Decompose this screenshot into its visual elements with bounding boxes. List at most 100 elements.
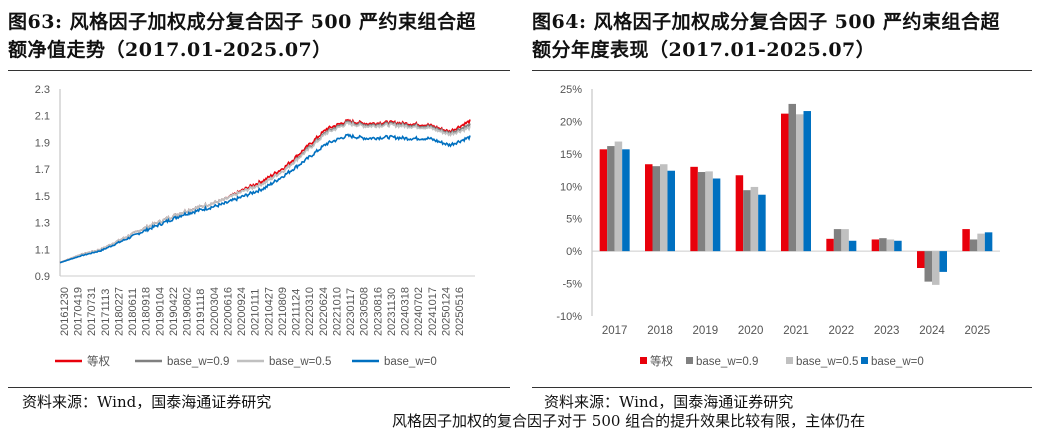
left-x-tick: 20250516: [454, 287, 466, 336]
bar-2021-2: [796, 114, 804, 252]
left-x-tick: 20171113: [100, 289, 112, 336]
bar-2023-1: [879, 238, 887, 252]
right-x-tick: 2024: [919, 325, 945, 337]
right-y-tick: 25%: [560, 84, 582, 96]
bar-2017-1: [607, 146, 615, 252]
bar-2020-3: [758, 194, 766, 252]
right-x-tick: 2025: [965, 325, 991, 337]
bar-2021-3: [803, 111, 811, 252]
left-x-tick: 20230816: [372, 287, 384, 336]
right-legend-swatch: [640, 357, 647, 364]
bar-2022-3: [848, 240, 857, 252]
bar-2019-1: [697, 172, 706, 252]
right-x-tick: 2020: [738, 325, 764, 337]
left-x-tick: 20180918: [141, 287, 153, 336]
right-x-tick: 2023: [874, 325, 900, 337]
bar-2020-1: [743, 190, 751, 252]
bar-2024-0: [917, 251, 925, 269]
left-y-tick: 1.5: [35, 191, 50, 203]
left-x-tick: 20240702: [413, 287, 425, 336]
left-x-tick: 20180611: [127, 288, 139, 336]
left-y-tick: 2.1: [35, 111, 50, 123]
left-x-tick: 20241017: [427, 287, 439, 336]
left-x-tick: 20200924: [236, 287, 248, 336]
right-bottom-rule: [532, 387, 1032, 388]
left-x-tick: 20231130: [386, 288, 398, 336]
right-title-line1: 图64: 风格因子加权成分复合因子 500 严约束组合超: [532, 11, 1000, 33]
right-legend-swatch: [786, 357, 793, 364]
left-x-tick: 20230508: [359, 287, 371, 336]
left-x-tick: 20210809: [277, 287, 289, 336]
left-y-tick: 1.9: [35, 137, 50, 149]
left-x-tick: 20230117: [345, 288, 357, 336]
right-legend-label: 等权: [650, 354, 673, 368]
left-series-line-3: [59, 133, 471, 264]
right-x-tick: 2021: [783, 325, 809, 337]
bar-2019-3: [712, 178, 721, 252]
right-x-tick: 2019: [693, 325, 719, 337]
right-y-tick: -10%: [556, 311, 582, 323]
left-x-tick: 20210111: [250, 289, 262, 336]
left-y-tick: 2.3: [35, 84, 50, 96]
bar-2017-0: [599, 149, 608, 252]
left-x-tick: 20221010: [331, 287, 343, 336]
bar-2023-0: [871, 239, 880, 252]
right-top-rule: [532, 70, 1032, 71]
right-y-tick: 20%: [560, 116, 582, 128]
right-y-tick: 0%: [566, 246, 582, 258]
right-title-line2: 额分年度表现（2017.01-2025.07）: [532, 39, 876, 61]
bar-2018-0: [645, 164, 653, 252]
right-legend-label: base_w=0.5: [796, 356, 858, 368]
left-y-tick: 1.7: [35, 164, 50, 176]
right-y-tick: 15%: [560, 149, 582, 161]
right-legend-label: base_w=0: [871, 356, 924, 368]
left-x-tick: 20211124: [291, 289, 303, 336]
bar-2023-2: [886, 239, 895, 252]
left-x-tick: 20200616: [222, 287, 234, 336]
left-legend-label: base_w=0: [384, 356, 437, 368]
right-x-tick: 2017: [602, 325, 628, 337]
left-x-tick: 20240318: [400, 287, 412, 336]
right-source: 资料来源：Wind，国泰海通证券研究: [544, 393, 794, 411]
left-x-tick: 20220624: [318, 287, 330, 336]
bar-2021-1: [788, 103, 796, 252]
right-y-tick: 5%: [566, 214, 582, 226]
bar-2025-0: [962, 229, 970, 252]
left-x-tick: 20190802: [182, 287, 194, 336]
bar-2023-3: [894, 240, 902, 252]
left-x-tick: 20200304: [209, 287, 221, 336]
bar-2022-0: [826, 238, 834, 252]
bar-2020-0: [735, 175, 744, 252]
right-legend-swatch: [686, 357, 693, 364]
left-figure-title: 图63: 风格因子加权成分复合因子 500 严约束组合超 额净值走势（2017.0…: [8, 8, 476, 64]
right-legend-swatch: [861, 357, 868, 364]
left-source: 资料来源：Wind，国泰海通证券研究: [22, 393, 272, 411]
left-x-tick: 20191118: [195, 289, 207, 336]
bar-2024-1: [924, 251, 932, 282]
left-y-tick: 0.9: [35, 271, 50, 283]
left-legend-label: base_w=0.9: [167, 356, 229, 368]
bar-2022-1: [833, 229, 842, 252]
left-top-rule: [8, 70, 510, 71]
bar-2025-2: [977, 233, 985, 252]
left-x-tick: 20250124: [440, 287, 452, 336]
bar-2017-2: [614, 141, 623, 252]
right-figure-title: 图64: 风格因子加权成分复合因子 500 严约束组合超 额分年度表现（2017.…: [532, 8, 1000, 64]
right-y-tick: 10%: [560, 181, 582, 193]
bar-2018-1: [652, 166, 660, 252]
bar-2017-3: [622, 149, 630, 252]
left-y-tick: 1.1: [35, 244, 50, 256]
bar-2019-0: [690, 166, 698, 252]
bar-2018-3: [667, 170, 675, 252]
bar-2019-2: [705, 171, 713, 252]
bar-2024-3: [939, 251, 947, 272]
bar-2025-1: [969, 239, 978, 252]
left-legend-label: base_w=0.5: [269, 356, 331, 368]
right-y-tick: -5%: [562, 279, 582, 291]
left-x-tick: 20180227: [113, 287, 125, 336]
bar-2020-2: [750, 186, 759, 252]
bar-2025-3: [984, 232, 993, 252]
bar-2018-2: [660, 164, 668, 252]
bar-2024-2: [932, 251, 940, 285]
right-x-tick: 2018: [647, 325, 673, 337]
